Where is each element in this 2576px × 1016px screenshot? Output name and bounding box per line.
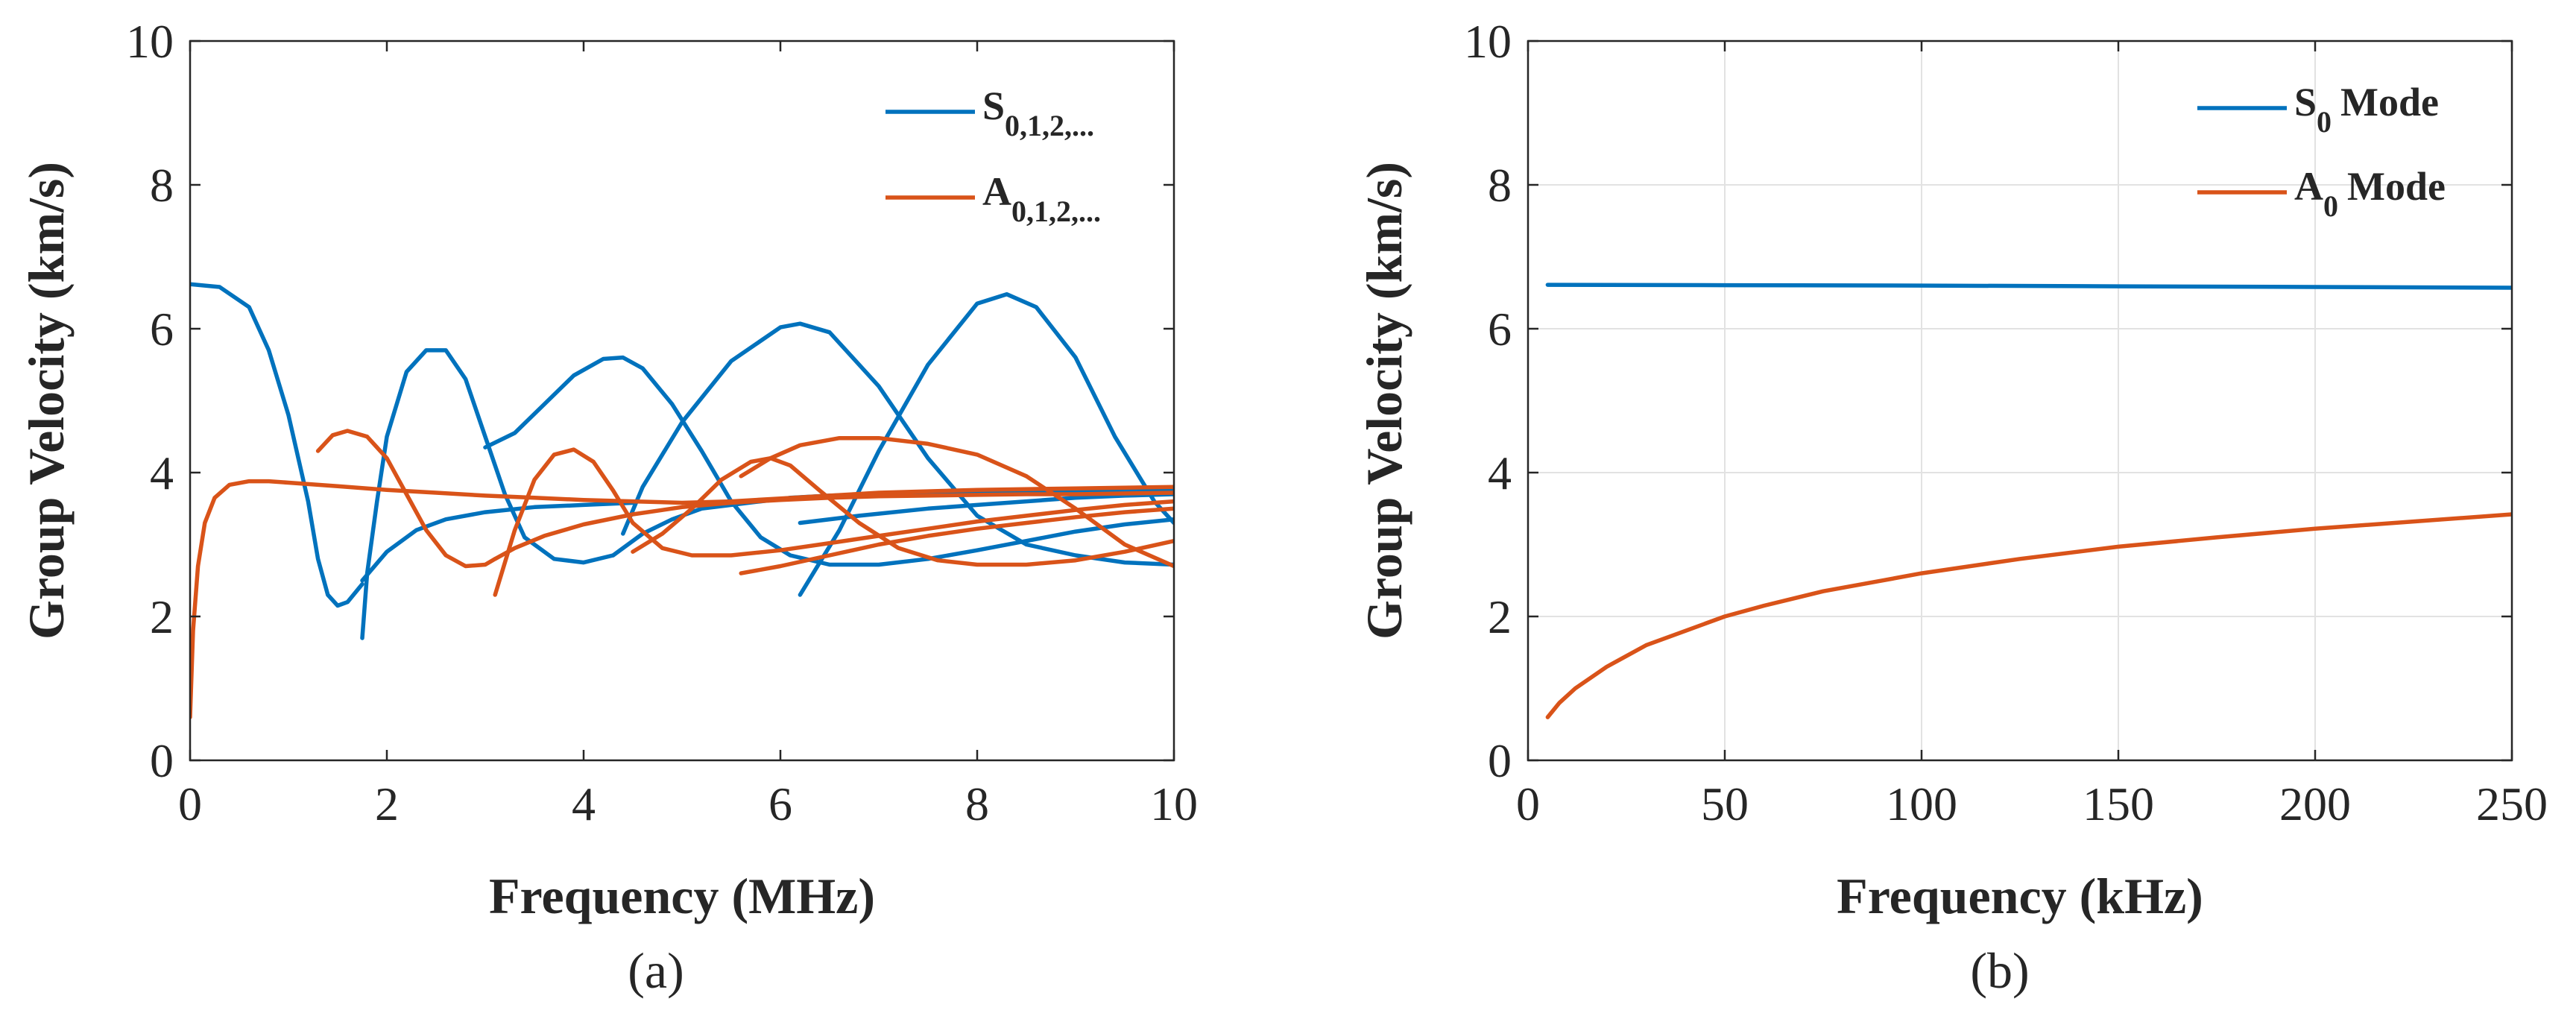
y-axis-label: Group Velocity (km/s) — [1356, 162, 1412, 640]
x-tick-label: 150 — [2083, 777, 2154, 830]
y-tick-label: 10 — [1464, 15, 1512, 68]
x-axis-label: Frequency (kHz) — [1837, 868, 2203, 924]
x-tick-label: 250 — [2476, 777, 2548, 830]
y-tick-label: 8 — [1488, 159, 1512, 212]
legend-label-s: S0,1,2,... — [982, 83, 1094, 142]
panel-label: (a) — [628, 942, 684, 999]
a-mode-curve-14 — [631, 455, 1174, 567]
plot-frame — [1527, 40, 2513, 762]
y-axis-label: Group Velocity (km/s) — [18, 162, 75, 640]
legend-label-a: A0,1,2,... — [982, 169, 1101, 228]
x-tick-label: 4 — [572, 777, 596, 830]
a-mode-curve-15 — [739, 435, 1174, 569]
a-mode-curve-16 — [739, 506, 1174, 575]
s-mode-curve-7 — [621, 321, 1174, 567]
y-tick-label: 6 — [150, 303, 174, 356]
y-tick-label: 8 — [150, 159, 174, 212]
s-mode-curve-0 — [190, 282, 364, 608]
x-tick-label: 2 — [375, 777, 399, 830]
panel-label: (b) — [1970, 942, 2029, 999]
series-group — [1545, 283, 2512, 719]
a-mode-curve-13 — [493, 447, 1174, 597]
panel-b: 0 50 100 150 200 250 0 2 4 6 8 10 Frequency (kHz) Gro… — [1356, 15, 2548, 999]
legend: S0 Mode A0 Mode — [2197, 80, 2446, 223]
y-tick-label: 2 — [150, 590, 174, 643]
s-mode-curve-9 — [798, 492, 1174, 526]
y-tick-label: 2 — [1488, 590, 1512, 643]
x-axis-label: Frequency (MHz) — [489, 868, 875, 924]
x-tick-label: 6 — [768, 777, 792, 830]
s-mode-curve-0 — [1545, 283, 2512, 290]
s-mode-curve-5 — [483, 355, 930, 567]
legend-label-a: A0 Mode — [2294, 164, 2446, 223]
y-tick-label: 6 — [1488, 303, 1512, 356]
a-mode-curve-11 — [315, 429, 497, 569]
series-group — [190, 282, 1174, 719]
s-mode-curve-6 — [926, 517, 1174, 561]
x-tick-label: 50 — [1701, 777, 1749, 830]
plot-frame — [189, 40, 1175, 762]
a-mode-curve-1 — [1545, 512, 2512, 719]
panel-a: 0 2 4 6 8 10 0 2 4 6 8 10 Frequency (MHz) Group Veloc… — [18, 15, 1198, 999]
legend-label-s: S0 Mode — [2294, 80, 2439, 139]
s-mode-curve-8 — [798, 291, 1174, 597]
y-tick-label: 10 — [126, 15, 174, 68]
y-tick-label: 0 — [1488, 734, 1512, 787]
y-tick-label: 4 — [1488, 447, 1512, 499]
x-tick-label: 8 — [965, 777, 989, 830]
x-tick-label: 100 — [1886, 777, 1957, 830]
y-tick-label: 4 — [150, 447, 174, 499]
s-mode-curve-4 — [360, 500, 635, 583]
x-tick-label: 0 — [1516, 777, 1540, 830]
x-tick-label: 10 — [1150, 777, 1198, 830]
legend: S0,1,2,... A0,1,2,... — [886, 83, 1101, 228]
x-tick-label: 200 — [2279, 777, 2351, 830]
y-tick-label: 0 — [150, 734, 174, 787]
x-tick-label: 0 — [178, 777, 202, 830]
a-mode-curve-10 — [190, 479, 1174, 719]
